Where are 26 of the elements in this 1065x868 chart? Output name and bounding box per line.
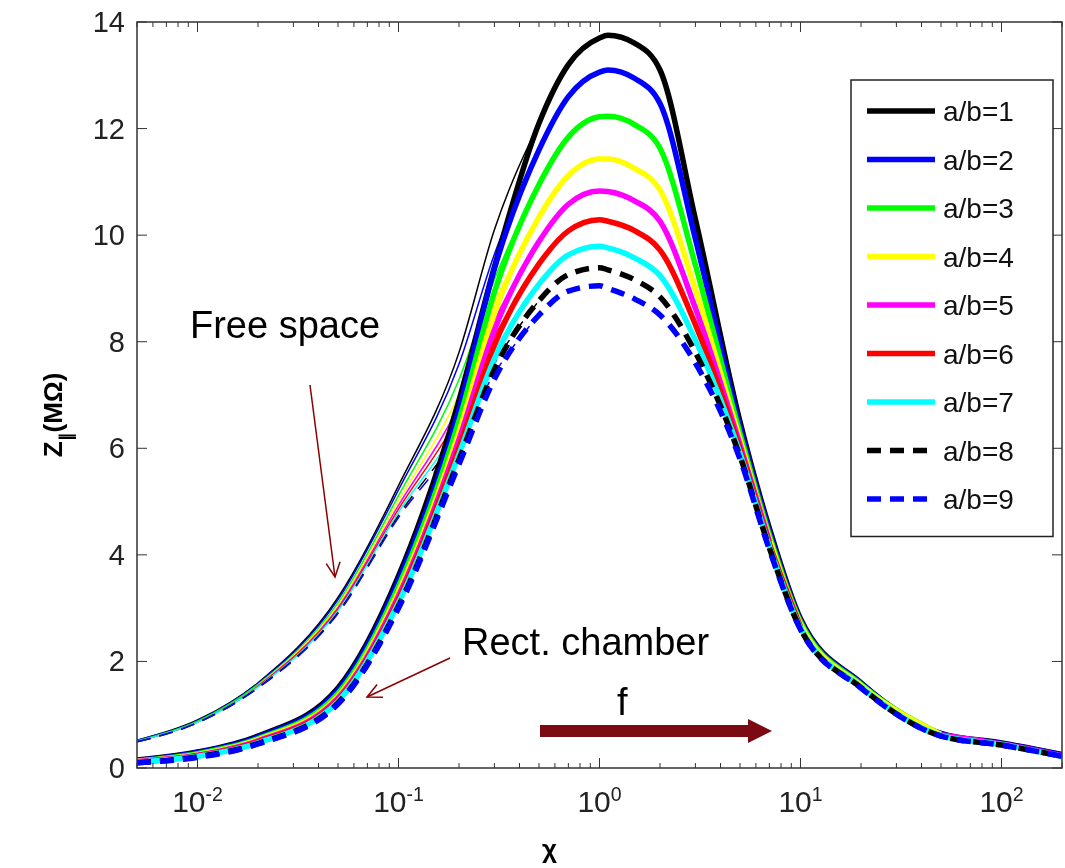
y-tick-label: 2 (108, 645, 125, 678)
annotation: f (617, 681, 628, 723)
y-tick-label: 14 (92, 6, 125, 38)
legend-label: a/b=6 (943, 338, 1014, 370)
legend-label: a/b=8 (943, 435, 1014, 467)
x-axis-title: χ (542, 834, 558, 864)
legend-label: a/b=2 (943, 144, 1014, 176)
x-tick-label: 10$^{0}$ (577, 783, 622, 818)
y-tick-label: 8 (108, 325, 125, 358)
x-tick-label: 10$^{-2}$ (172, 783, 223, 818)
y-tick-label: 6 (108, 432, 125, 465)
x-tick-label: 10$^{2}$ (979, 783, 1024, 818)
annotation: Free space (190, 304, 381, 346)
legend-label: a/b=1 (943, 96, 1014, 127)
x-tick-label: 10$^{1}$ (778, 783, 823, 818)
legend-label: a/b=5 (943, 290, 1014, 321)
annotation: Rect. chamber (462, 621, 710, 663)
y-tick-label: 10 (92, 219, 125, 252)
y-tick-label: 0 (108, 752, 125, 784)
y-tick-label: 12 (92, 112, 125, 145)
legend-label: a/b=4 (943, 241, 1014, 273)
y-tick-label: 4 (108, 538, 125, 571)
x-tick-label: 10$^{-1}$ (373, 783, 424, 818)
legend-label: a/b=7 (943, 387, 1014, 418)
legend-label: a/b=3 (943, 193, 1014, 224)
legend-label: a/b=9 (943, 484, 1014, 515)
